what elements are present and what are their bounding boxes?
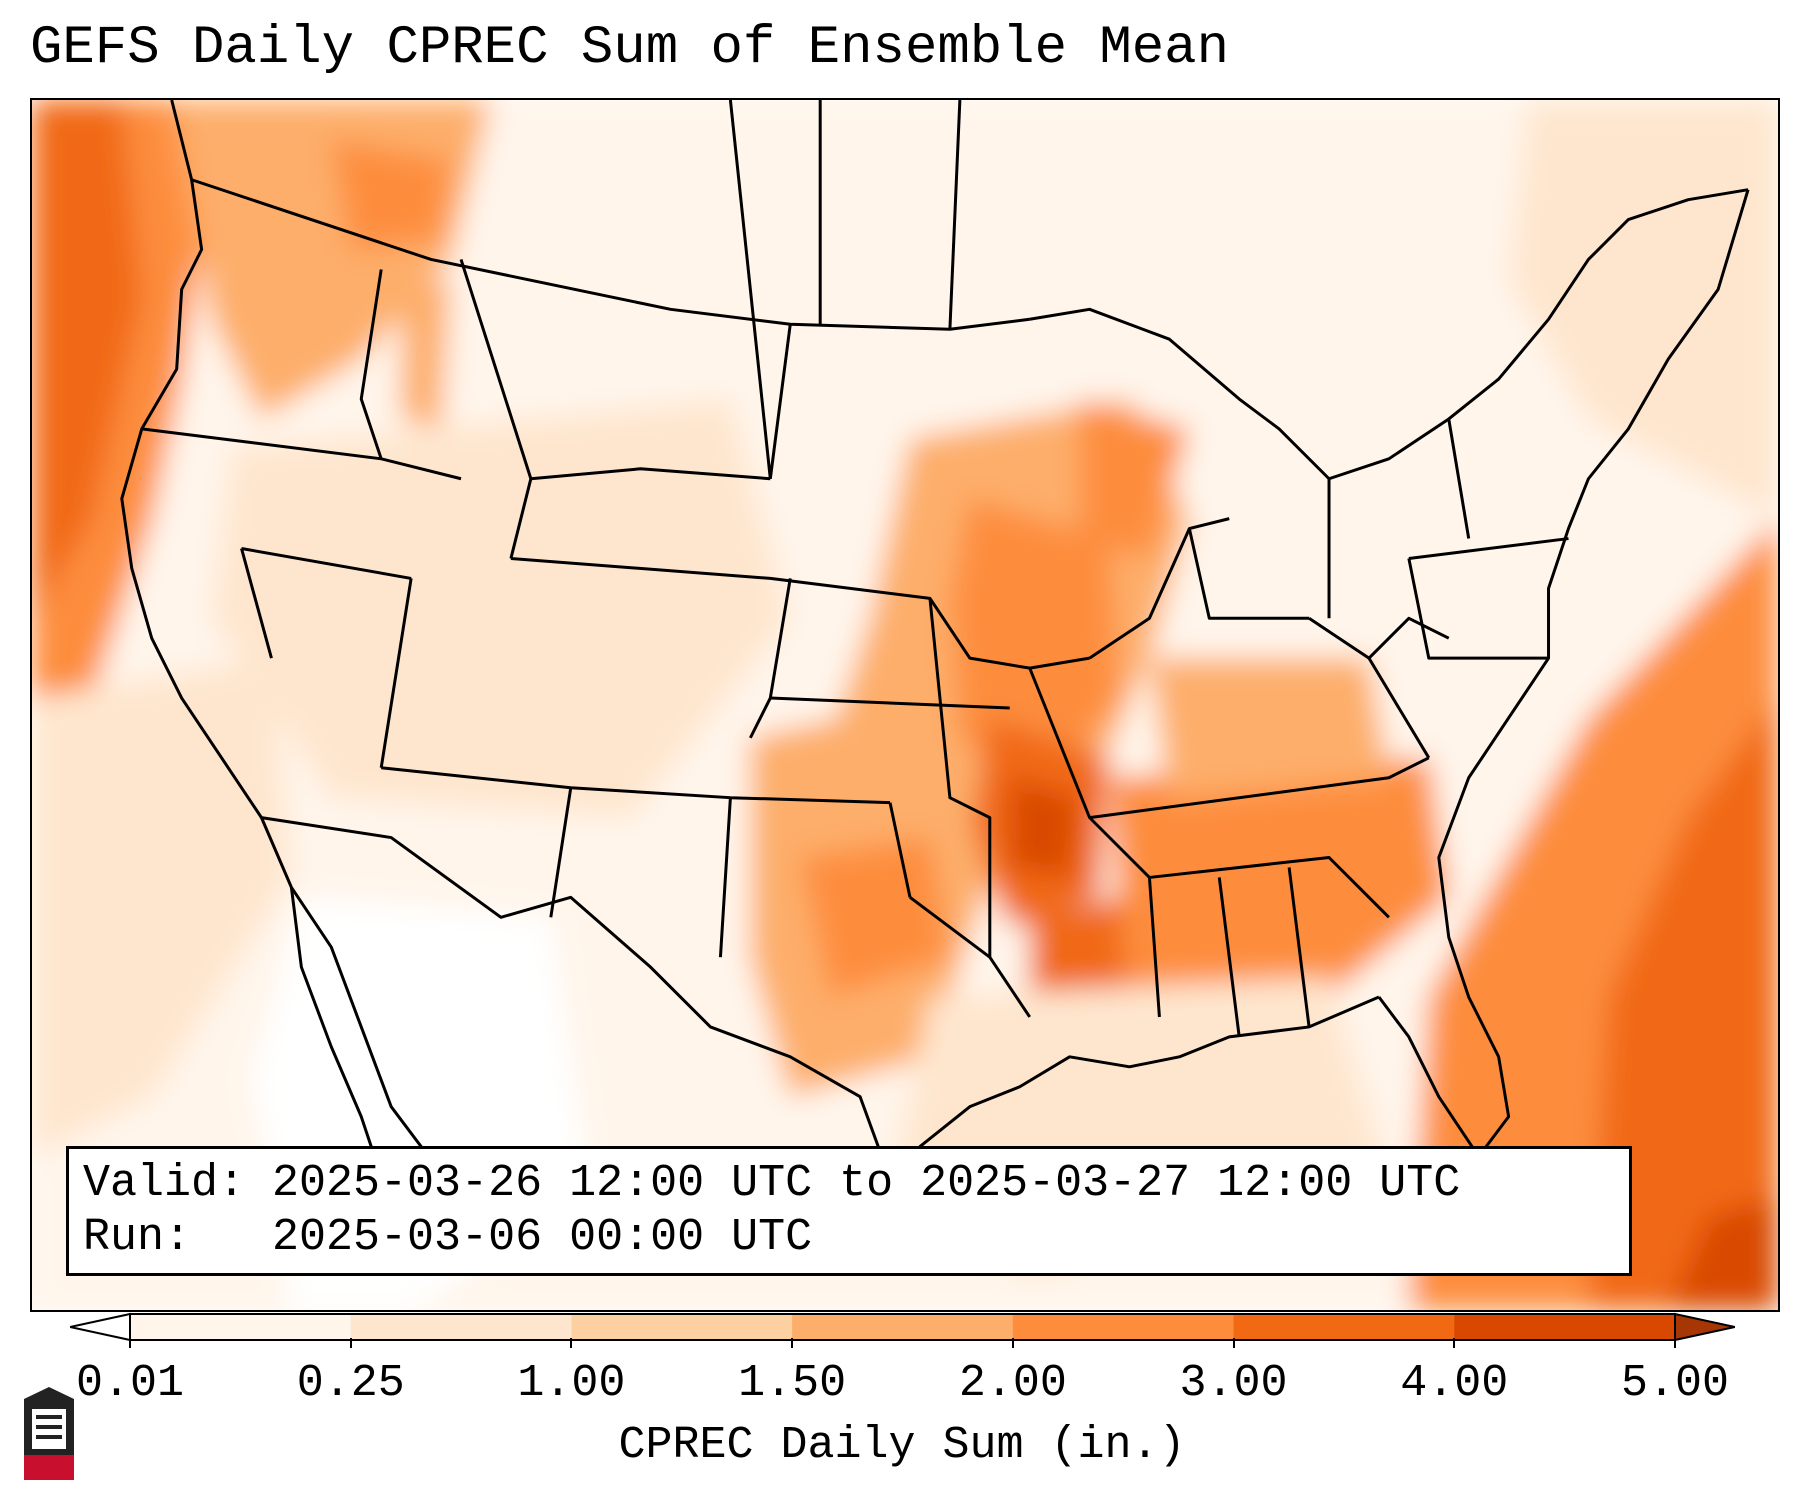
colorbar-tick xyxy=(1011,1338,1014,1348)
colorbar-tick xyxy=(1232,1338,1235,1348)
map-canvas xyxy=(32,100,1778,1310)
colorbar-tick-label: 3.00 xyxy=(1179,1358,1288,1409)
colorbar xyxy=(70,1312,1735,1342)
colorbar-segment xyxy=(792,1314,1014,1340)
colorbar-tick-label: 1.00 xyxy=(517,1358,626,1409)
colorbar-tick-label: 2.00 xyxy=(958,1358,1067,1409)
colorbar-tick-label: 1.50 xyxy=(738,1358,847,1409)
colorbar-under-extension xyxy=(70,1312,131,1342)
colorbar-segments xyxy=(70,1312,1735,1342)
colorbar-tick xyxy=(349,1338,352,1348)
precipitation-map xyxy=(30,98,1780,1312)
colorbar-tick-label: 5.00 xyxy=(1620,1358,1730,1409)
colorbar-segment xyxy=(1233,1314,1455,1340)
colorbar-tick xyxy=(129,1338,131,1348)
colorbar-tick-label: 0.01 xyxy=(75,1358,185,1409)
validity-info-box: Valid: 2025-03-26 12:00 UTC to 2025-03-2… xyxy=(66,1146,1632,1276)
colorbar-tick xyxy=(1453,1338,1456,1348)
colorbar-segment xyxy=(571,1314,793,1340)
colorbar-tick xyxy=(570,1338,573,1348)
valid-time-text: Valid: 2025-03-26 12:00 UTC to 2025-03-2… xyxy=(83,1158,1461,1209)
colorbar-segment xyxy=(1454,1314,1676,1340)
colorbar-tick-label: 4.00 xyxy=(1400,1358,1509,1409)
colorbar-segment xyxy=(1012,1314,1235,1340)
niu-logo xyxy=(24,1387,74,1480)
map-title: GEFS Daily CPREC Sum of Ensemble Mean xyxy=(30,18,1229,79)
colorbar-tick xyxy=(1674,1338,1676,1348)
colorbar-segment xyxy=(350,1314,572,1340)
run-time-text: Run: 2025-03-06 00:00 UTC xyxy=(83,1212,813,1263)
colorbar-tick-label: 0.25 xyxy=(296,1358,405,1409)
colorbar-over-extension xyxy=(1674,1312,1735,1342)
colorbar-segment xyxy=(130,1314,352,1340)
state-borders xyxy=(120,100,1750,1267)
colorbar-outline xyxy=(129,1313,1676,1341)
colorbar-tick xyxy=(791,1338,794,1348)
colorbar-label: CPREC Daily Sum (in.) xyxy=(618,1420,1186,1471)
